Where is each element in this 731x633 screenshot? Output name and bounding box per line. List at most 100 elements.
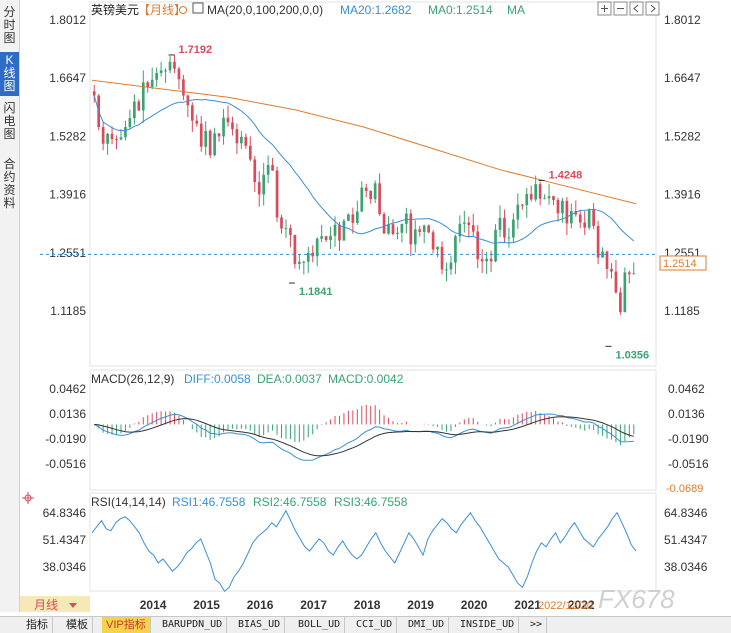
candle-body xyxy=(164,70,167,72)
candle-body xyxy=(226,117,230,123)
candle-body xyxy=(306,252,310,262)
candle-body xyxy=(355,211,359,223)
macd-tick-label: 0.0136 xyxy=(668,407,705,421)
rsi-tick-label: 38.0346 xyxy=(43,560,87,574)
macd-diff: DIFF:0.0058 xyxy=(184,372,251,386)
macd-diff-line xyxy=(93,413,634,461)
macd-panel-frame xyxy=(89,369,657,491)
macd-axis-right: 0.0462 0.0136 -0.0190 -0.0516 xyxy=(668,382,709,471)
candle-body xyxy=(364,187,368,192)
annotation-label: 1.1841 xyxy=(299,286,333,298)
candle-body xyxy=(440,246,444,270)
tab-kline-chart[interactable]: K线图 xyxy=(0,52,19,96)
candle-body xyxy=(298,261,301,264)
candle-body xyxy=(284,228,288,230)
macd-tick-label: 0.0462 xyxy=(49,382,86,396)
ma20-line xyxy=(93,95,635,245)
candle-body xyxy=(565,200,569,224)
rsi-tick-label: 38.0346 xyxy=(664,560,708,574)
macd-tick-label: 0.0136 xyxy=(49,407,86,421)
x-year-label: 2022 xyxy=(568,598,595,612)
candle-body xyxy=(333,224,337,236)
candle-body xyxy=(92,91,96,96)
tab-dmi[interactable]: DMI_UD xyxy=(404,617,450,633)
candle-body xyxy=(458,223,462,237)
period-dropdown-icon[interactable] xyxy=(179,6,187,14)
x-year-label: 2017 xyxy=(300,598,327,612)
candle-body xyxy=(409,213,413,245)
tab-inside[interactable]: INSIDE_UD xyxy=(456,617,520,633)
tab-vip-indicators[interactable]: VIP指标 xyxy=(102,617,151,633)
toolbar xyxy=(597,1,660,16)
tab-templates[interactable]: 模板 xyxy=(62,617,93,633)
rsi-tick-label: 64.8346 xyxy=(43,506,87,520)
candle-body xyxy=(396,232,399,235)
rsi-settings-icon[interactable] xyxy=(22,492,34,504)
macd-title: MACD(26,12,9) xyxy=(91,372,174,386)
scroll-right-icon[interactable] xyxy=(645,1,660,16)
candle-body xyxy=(543,198,546,200)
tab-bias[interactable]: BIAS_UD xyxy=(234,617,286,633)
x-axis-years: 2014 2015 2016 2017 2018 2019 2020 2021 2022 xyxy=(140,598,595,612)
macd-tick-label: -0.0516 xyxy=(668,457,709,471)
macd-tick-label: -0.0190 xyxy=(668,432,709,446)
candle-body xyxy=(373,183,377,200)
candle-body xyxy=(480,259,484,262)
candle-body xyxy=(476,231,480,260)
macd-tick-label: -0.0190 xyxy=(45,432,86,446)
price-tick-label: 1.2551 xyxy=(49,246,86,260)
tab-contract-info[interactable]: 合约资料 xyxy=(3,157,16,210)
rsi-panel-frame xyxy=(89,492,657,592)
candle-body xyxy=(570,211,573,224)
candle-body xyxy=(485,258,488,262)
period-selector[interactable] xyxy=(20,596,90,612)
candle-body xyxy=(213,133,216,156)
svg-text:1.2514: 1.2514 xyxy=(663,258,697,270)
annotations: 1.7192 1.1841 1.4248 1.0356 xyxy=(168,44,649,361)
rsi2-value: RSI2:46.7558 xyxy=(253,495,327,509)
macd-tick-label: 0.0462 xyxy=(668,382,705,396)
candle-body xyxy=(338,224,341,241)
candle-body xyxy=(199,123,203,147)
candle-body xyxy=(115,139,118,141)
candle-body xyxy=(436,246,439,250)
candle-body xyxy=(155,72,158,80)
chevron-down-icon[interactable] xyxy=(69,603,77,608)
tab-indicators[interactable]: 指标 xyxy=(22,617,53,633)
chart-area[interactable]: 英镑美元 【月线】 MA(20,0,100,200,0,0) MA20:1.26… xyxy=(20,0,731,616)
price-tick-label: 1.3916 xyxy=(664,188,701,202)
candle-body xyxy=(159,70,163,73)
annotation-label: 1.0356 xyxy=(615,349,649,361)
candle-body xyxy=(578,214,582,223)
rsi-axis-left: 64.8346 51.4347 38.0346 xyxy=(43,506,87,574)
current-price-box: 1.2514 xyxy=(659,255,707,271)
candle-body xyxy=(124,127,127,138)
tab-barupdn[interactable]: BARUPDN_UD xyxy=(158,617,228,633)
tab-boll[interactable]: BOLL_UD xyxy=(294,617,346,633)
candle-body xyxy=(387,224,390,234)
tab-more[interactable]: >> xyxy=(526,617,548,633)
period-selector-label[interactable]: 月线 xyxy=(34,598,58,612)
candle-body xyxy=(623,272,627,313)
candle-body xyxy=(110,133,114,140)
candle-body xyxy=(235,129,239,144)
price-tick-label: 1.6647 xyxy=(49,71,86,85)
candle-body xyxy=(311,252,315,257)
candle-body xyxy=(253,159,257,183)
indicator-settings-icon[interactable] xyxy=(192,2,204,14)
candle-body xyxy=(467,222,471,226)
tab-cci[interactable]: CCI_UD xyxy=(352,617,398,633)
candle-body xyxy=(525,193,529,206)
macd-current-value: -0.0689 xyxy=(666,483,703,495)
candle-body xyxy=(418,229,422,232)
candle-body xyxy=(422,225,426,232)
candle-body xyxy=(561,200,564,214)
tab-flash-chart[interactable]: 闪电图 xyxy=(3,101,16,141)
scroll-left-icon[interactable] xyxy=(629,1,644,16)
candlestick-series xyxy=(92,54,636,315)
price-tick-label: 1.8012 xyxy=(49,13,86,27)
tab-time-chart[interactable]: 分时图 xyxy=(3,5,16,45)
candle-body xyxy=(449,262,453,270)
x-year-label: 2018 xyxy=(354,598,381,612)
candle-body xyxy=(538,184,542,199)
